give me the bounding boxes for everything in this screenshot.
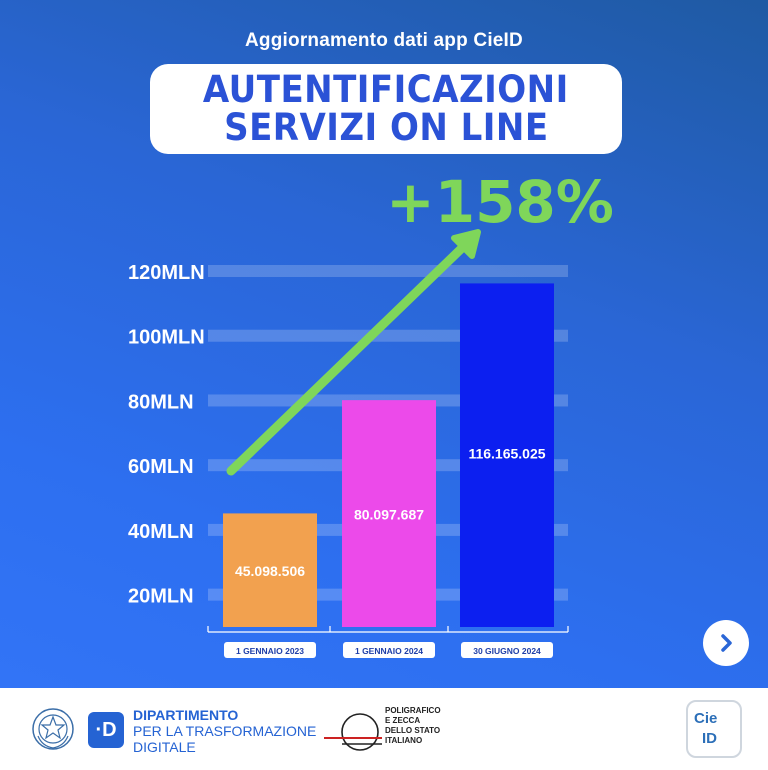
ipzs-line-1: POLIGRAFICO xyxy=(385,706,441,715)
cieid-app-logo: Cie ID xyxy=(686,700,742,758)
ipzs-line-2: E ZECCA xyxy=(385,716,421,725)
bars: 45.098.506 80.097.687 116.165.025 xyxy=(223,283,554,627)
growth-arrow: +158% xyxy=(226,168,614,476)
gridline xyxy=(208,265,568,277)
bar xyxy=(342,400,436,627)
growth-arrow-shaft xyxy=(226,243,467,476)
bar-chart: 20MLN 40MLN 60MLN 80MLN 100MLN 120MLN 45.098.… xyxy=(128,168,614,658)
category-label: 1 GENNAIO 2024 xyxy=(355,646,423,656)
y-tick-label: 80MLN xyxy=(128,391,194,413)
category-pill xyxy=(343,642,435,658)
footer: ·D DIPARTIMENTO PER LA TRASFORMAZIONE DI… xyxy=(0,688,768,770)
y-tick-label: 20MLN xyxy=(128,586,194,608)
category-label: 30 GIUGNO 2024 xyxy=(473,646,541,656)
next-button[interactable] xyxy=(703,620,749,666)
title-line-2: SERVIZI ON LINE xyxy=(223,106,549,149)
data-label: 116.165.025 xyxy=(468,445,545,461)
y-tick-label: 60MLN xyxy=(128,456,194,478)
ipzs-logo-icon xyxy=(324,713,382,751)
bar xyxy=(460,283,554,627)
cie-top-text: Cie xyxy=(694,710,718,727)
data-label: 45.098.506 xyxy=(235,563,305,579)
cie-bottom-text: ID xyxy=(702,730,717,747)
subtitle: Aggiornamento dati app CieID xyxy=(245,30,523,51)
data-label: 80.097.687 xyxy=(354,507,424,523)
dtd-line-2: PER LA TRASFORMAZIONE xyxy=(133,723,317,739)
dtd-logo: ·D xyxy=(88,712,124,748)
chevron-right-icon xyxy=(721,634,732,652)
dtd-line-1: DIPARTIMENTO xyxy=(133,707,239,723)
category-pill xyxy=(224,642,316,658)
italian-republic-emblem-icon xyxy=(32,708,74,750)
dtd-line-3: DIGITALE xyxy=(133,739,196,755)
growth-percentage-label: +158% xyxy=(386,168,614,236)
infographic-panel: Aggiornamento dati app CieID AUTENTIFICA… xyxy=(0,0,768,688)
growth-arrow-head xyxy=(451,229,481,259)
dtd-text: DIPARTIMENTO PER LA TRASFORMAZIONE DIGIT… xyxy=(133,707,316,755)
y-tick-label: 120MLN xyxy=(128,262,205,284)
ipzs-line-4: ITALIANO xyxy=(385,736,423,745)
y-tick-label: 40MLN xyxy=(128,521,194,543)
bar xyxy=(223,513,317,627)
category-label: 1 GENNAIO 2023 xyxy=(236,646,304,656)
title-line-1: AUTENTIFICAZIONI xyxy=(203,68,569,111)
category-pill xyxy=(461,642,553,658)
y-tick-labels: 20MLN 40MLN 60MLN 80MLN 100MLN 120MLN xyxy=(128,262,205,608)
ipzs-text: POLIGRAFICO E ZECCA DELLO STATO ITALIANO xyxy=(385,706,441,746)
ipzs-line-3: DELLO STATO xyxy=(385,726,441,735)
x-axis: 1 GENNAIO 2023 1 GENNAIO 2024 30 GIUGNO 20… xyxy=(207,626,569,658)
y-tick-label: 100MLN xyxy=(128,327,205,349)
title-card: AUTENTIFICAZIONI SERVIZI ON LINE xyxy=(150,64,622,154)
